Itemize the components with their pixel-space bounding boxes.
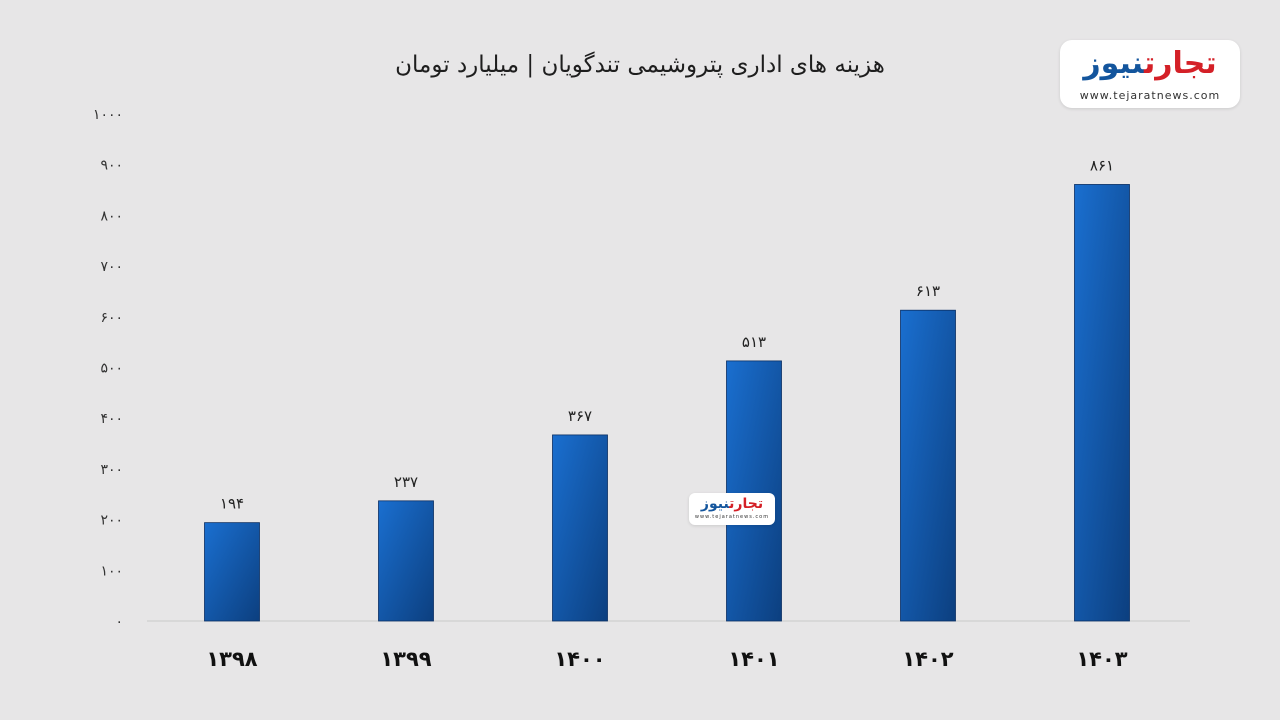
watermark-logo-word-blue: نیوز: [700, 496, 730, 512]
brand-logo-word-blue: نیوز: [1083, 46, 1144, 81]
y-tick-label: ۱۰۰۰: [93, 107, 123, 123]
bar-value-label: ۸۶۱: [1090, 156, 1114, 174]
y-tick-label: ۳۰۰: [100, 462, 123, 478]
bar-value-label: ۳۶۷: [568, 407, 592, 425]
bar-value-label: ۲۳۷: [394, 473, 418, 491]
bar-value-label: ۱۹۴: [220, 495, 244, 513]
x-tick-label: ۱۳۹۸: [206, 647, 257, 671]
bar-value-label: ۶۱۳: [916, 282, 940, 300]
bar: [378, 500, 434, 622]
bar: [726, 360, 782, 622]
brand-logo-word-red: تجارت: [1143, 46, 1217, 81]
y-tick-label: ۹۰۰: [100, 158, 123, 174]
bar: [552, 434, 608, 622]
y-tick-label: ۶۰۰: [100, 310, 123, 326]
x-tick-label: ۱۳۹۹: [380, 647, 431, 671]
watermark-logo: تجارتنیوز www.tejaratnews.com: [689, 493, 775, 525]
y-tick-label: ۵۰۰: [100, 361, 123, 377]
y-tick-label: ۸۰۰: [100, 208, 123, 224]
x-tick-label: ۱۴۰۲: [902, 647, 953, 671]
bar: [900, 309, 956, 622]
y-tick-label: ۷۰۰: [100, 259, 123, 275]
watermark-logo-word-red: تجارت: [729, 496, 764, 512]
y-tick-label: ۴۰۰: [100, 411, 123, 427]
chart-title: هزینه های اداری پتروشیمی تندگویان | میلی…: [395, 52, 885, 78]
bar-value-label: ۵۱۳: [742, 333, 766, 351]
bar: [1074, 184, 1130, 622]
brand-logo-text: تجارتنیوز: [1060, 47, 1240, 81]
x-tick-label: ۱۴۰۱: [728, 647, 779, 671]
y-tick-label: ۰: [115, 614, 123, 630]
brand-logo-url: www.tejaratnews.com: [1079, 89, 1221, 102]
brand-logo: تجارتنیوز www.tejaratnews.com: [1060, 40, 1240, 108]
bar: [204, 522, 260, 622]
watermark-logo-url: www.tejaratnews.com: [694, 514, 770, 520]
x-tick-label: ۱۴۰۳: [1076, 647, 1127, 671]
x-tick-label: ۱۴۰۰: [554, 647, 605, 671]
watermark-logo-text: تجارتنیوز: [689, 496, 775, 512]
y-tick-label: ۲۰۰: [100, 513, 123, 529]
y-tick-label: ۱۰۰: [100, 563, 123, 579]
